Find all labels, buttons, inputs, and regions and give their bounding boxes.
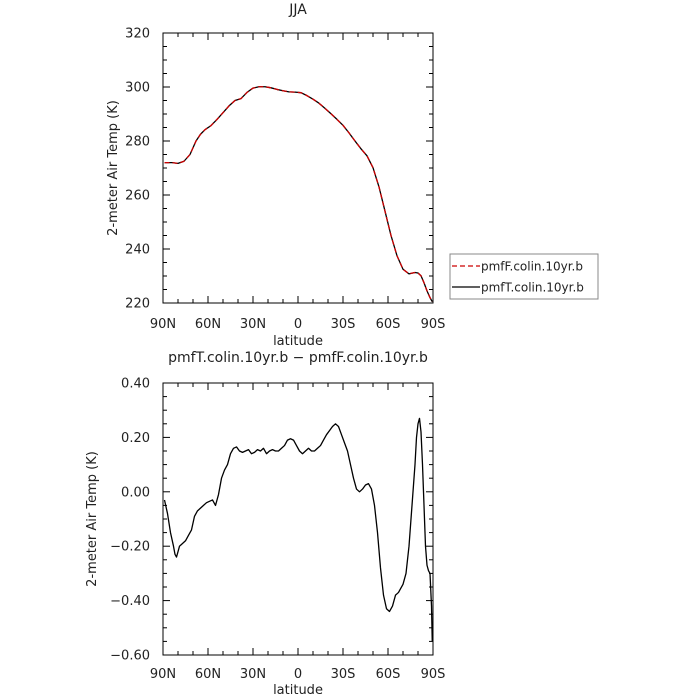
y-tick-label: 300 (125, 81, 150, 96)
y-tick-label: 0.00 (121, 485, 150, 500)
plot-frame (162, 32, 434, 304)
legend-label: pmfT.colin.10yr.b (481, 281, 584, 295)
x-tick-label: 30N (240, 317, 266, 332)
y-tick-label: 220 (125, 297, 150, 312)
x-tick-label: 0 (294, 317, 302, 332)
x-tick-label: 90S (421, 317, 446, 332)
chart-title: pmfT.colin.10yr.b − pmfF.colin.10yr.b (168, 350, 428, 366)
x-tick-label: 60N (195, 667, 221, 682)
series-line-1 (164, 86, 433, 302)
x-tick-label: 60S (376, 667, 401, 682)
x-tick-label: 90S (421, 667, 446, 682)
y-tick-label: 320 (125, 27, 150, 42)
chart-1: JJA 90N 60N 30N 0 30S 60S 90S 220 240 260 280 300 320… (106, 2, 599, 349)
x-axis-label: latitude (273, 334, 323, 349)
y-tick-label: 280 (125, 135, 150, 150)
x-tick-label: 30S (331, 667, 356, 682)
x-tick-label: 90N (150, 667, 176, 682)
x-tick-label: 90N (150, 317, 176, 332)
x-tick-label: 30N (240, 667, 266, 682)
y-axis-label: 2-meter Air Temp (K) (106, 100, 121, 236)
y-tick-label: −0.60 (110, 649, 150, 664)
y-tick-label: 0.40 (121, 377, 150, 392)
chart-2: pmfT.colin.10yr.b − pmfF.colin.10yr.b 90N… (85, 350, 445, 698)
legend-label: pmfF.colin.10yr.b (481, 260, 583, 274)
legend: pmfF.colin.10yr.b pmfT.colin.10yr.b (449, 253, 599, 300)
series-line-2 (164, 86, 433, 302)
x-axis-label: latitude (273, 683, 323, 698)
y-tick-label: 260 (125, 189, 150, 204)
chart-title: JJA (288, 2, 307, 18)
y-tick-label: 0.20 (121, 431, 150, 446)
legend-box (449, 253, 599, 300)
x-tick-label: 60N (195, 317, 221, 332)
y-tick-label: −0.20 (110, 540, 150, 555)
series-line-1 (163, 417, 433, 642)
y-tick-label: 240 (125, 243, 150, 258)
x-tick-label: 0 (294, 667, 302, 682)
plot-frame (162, 382, 434, 656)
y-tick-label: −0.40 (110, 594, 150, 609)
y-axis-label: 2-meter Air Temp (K) (85, 451, 100, 587)
x-tick-label: 60S (376, 317, 401, 332)
x-tick-label: 30S (331, 317, 356, 332)
